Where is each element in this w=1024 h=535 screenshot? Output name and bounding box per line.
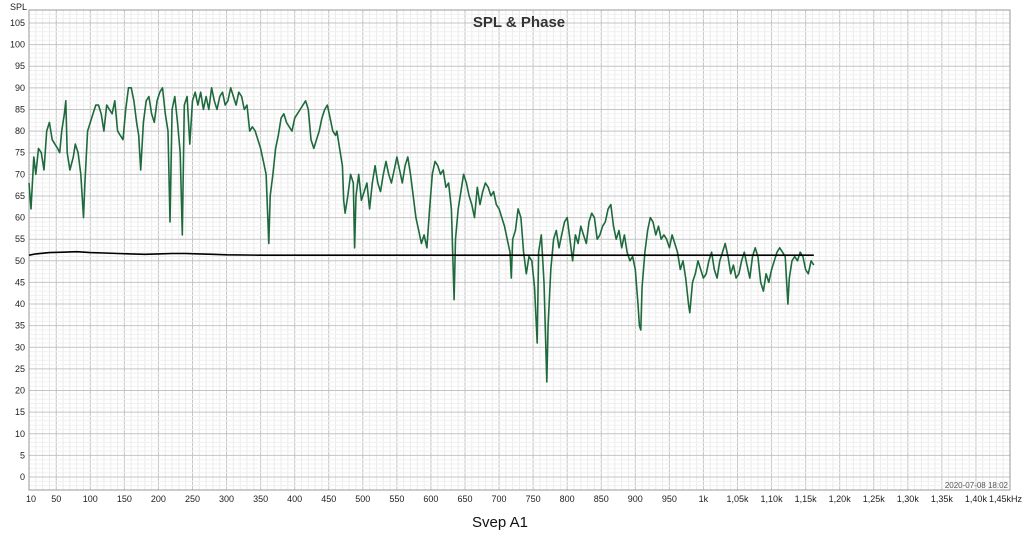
y-tick-label: 35 xyxy=(15,321,25,331)
plot-border xyxy=(28,9,1011,491)
x-tick-label: 950 xyxy=(662,494,677,504)
phase-series-line xyxy=(28,250,814,256)
x-tick-label: 200 xyxy=(151,494,166,504)
x-tick-label: 450 xyxy=(321,494,336,504)
y-tick-label: 25 xyxy=(15,364,25,374)
x-tick-label: 50 xyxy=(51,494,61,504)
x-tick-label: 1,10k xyxy=(761,494,784,504)
y-tick-label: 65 xyxy=(15,191,25,201)
x-tick-label: 10 xyxy=(26,494,36,504)
x-tick-label: 850 xyxy=(594,494,609,504)
y-tick-label: 10 xyxy=(15,429,25,439)
x-tick-labels: 10 50 100 150 200 250 300 350 400 450 500 550 600 650… xyxy=(26,494,1022,504)
y-tick-label: 70 xyxy=(15,169,25,179)
x-tick-label: 600 xyxy=(423,494,438,504)
y-axis-label: SPL xyxy=(10,2,27,12)
x-tick-label: 800 xyxy=(560,494,575,504)
y-tick-label: 60 xyxy=(15,213,25,223)
x-tick-label: 400 xyxy=(287,494,302,504)
y-tick-label: 95 xyxy=(15,61,25,71)
x-tick-label: 1,25k xyxy=(863,494,886,504)
y-tick-label: 45 xyxy=(15,277,25,287)
y-tick-label: 85 xyxy=(15,104,25,114)
x-tick-label: 250 xyxy=(185,494,200,504)
x-tick-label: 1,40k xyxy=(965,494,988,504)
x-tick-label: 550 xyxy=(389,494,404,504)
chart-title: SPL & Phase xyxy=(473,14,565,31)
y-tick-label: 20 xyxy=(15,386,25,396)
y-tick-label: 5 xyxy=(20,450,25,460)
x-tick-label: 100 xyxy=(83,494,98,504)
y-tick-label: 40 xyxy=(15,299,25,309)
x-tick-label: 500 xyxy=(355,494,370,504)
x-tick-label: 1,20k xyxy=(829,494,852,504)
y-tick-labels: 0 5 10 15 20 25 30 35 40 45 50 55 60 65 70 75 80 85 90 95 10… xyxy=(10,18,25,482)
x-tick-label: 1,30k xyxy=(897,494,920,504)
x-tick-label: 1,45kHz xyxy=(989,494,1023,504)
x-tick-label: 1,15k xyxy=(795,494,818,504)
y-tick-label: 75 xyxy=(15,148,25,158)
y-tick-label: 90 xyxy=(15,83,25,93)
y-tick-label: 15 xyxy=(15,407,25,417)
y-tick-label: 30 xyxy=(15,342,25,352)
x-tick-label: 700 xyxy=(492,494,507,504)
y-tick-label: 0 xyxy=(20,472,25,482)
x-tick-label: 300 xyxy=(219,494,234,504)
y-tick-label: 55 xyxy=(15,234,25,244)
x-tick-label: 650 xyxy=(457,494,472,504)
series-layer xyxy=(28,87,815,383)
x-tick-label: 350 xyxy=(253,494,268,504)
y-tick-label: 50 xyxy=(15,256,25,266)
y-tick-label: 105 xyxy=(10,18,25,28)
x-tick-label: 150 xyxy=(117,494,132,504)
x-tick-label: 1,05k xyxy=(726,494,749,504)
x-axis-caption: Svep A1 xyxy=(472,514,528,531)
y-tick-label: 100 xyxy=(10,40,25,50)
x-tick-label: 1,35k xyxy=(931,494,954,504)
timestamp: 2020-07-08 18:02 xyxy=(945,481,1009,490)
x-tick-label: 900 xyxy=(628,494,643,504)
y-tick-label: 80 xyxy=(15,126,25,136)
spl-series-line xyxy=(28,87,815,383)
x-tick-label: 1k xyxy=(699,494,709,504)
x-tick-label: 750 xyxy=(526,494,541,504)
